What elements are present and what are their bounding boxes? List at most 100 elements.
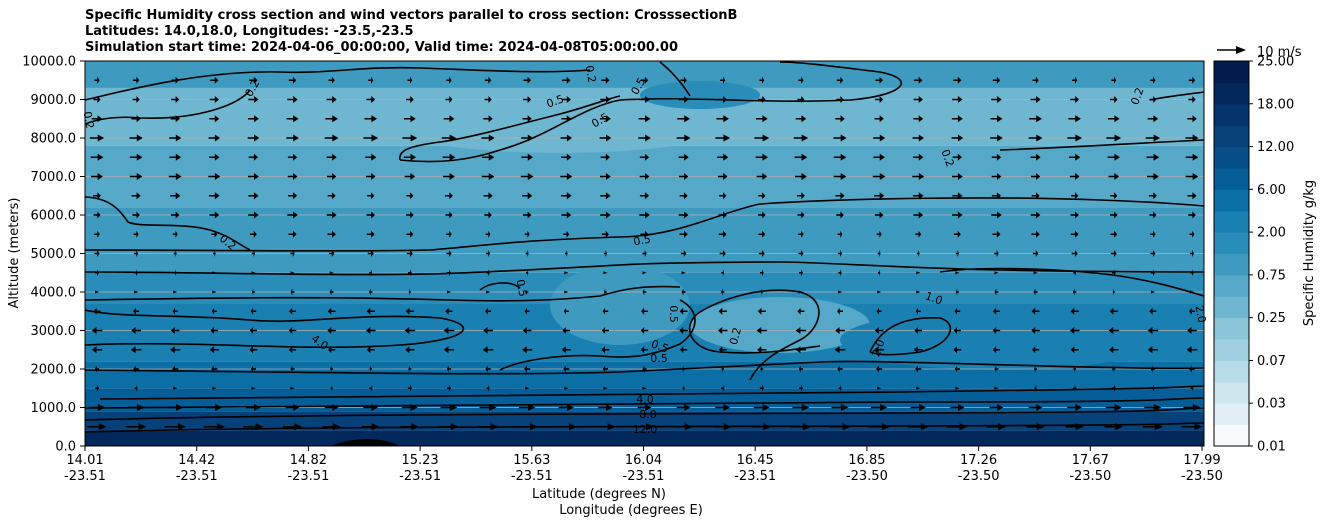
wind-arrow [642,288,647,296]
wind-arrow [721,384,725,392]
wind-arrow [249,327,257,334]
wind-arrow [1146,173,1159,180]
wind-arrow [361,423,380,431]
contour-label: 0.2 [727,326,744,346]
wind-arrow [1065,423,1084,431]
wind-arrow [797,307,805,315]
wind-arrow [717,173,728,180]
colorbar-tick-label: 18.00 [1257,97,1294,112]
colorbar-segment [1214,61,1249,83]
wind-arrow [485,307,492,315]
wind-arrow [836,76,844,84]
wind-arrow [132,96,140,103]
contour-line [479,282,521,291]
wind-key: 10 m/s [1217,45,1302,60]
wind-arrow [1150,250,1156,257]
wind-arrow [947,423,968,431]
wind-arrow [408,269,412,277]
x-tick-label-lat: 16.04 [625,453,662,468]
wind-arrow [486,290,491,294]
wind-arrow [249,76,258,84]
wind-arrow [125,423,147,431]
wind-arrow [638,115,651,123]
y-tick-label: 8000.0 [31,132,77,147]
wind-arrow [1109,346,1119,354]
wind-arrow [601,76,610,84]
wind-arrow [561,96,571,103]
wind-arrow [758,211,766,219]
wind-arrow [327,230,336,238]
wind-arrow [1183,404,1201,411]
contour-label: 4.0 [636,393,654,406]
wind-arrow [641,307,648,315]
wind-arrow [992,230,1001,238]
plot-area: 12.08.04.00.54.00.22.01.00.50.50.20.20.2… [81,60,1208,447]
wind-arrow [246,404,261,411]
wind-arrow [366,211,375,219]
wind-arrow [1189,307,1195,315]
wind-arrow [994,288,999,296]
wind-arrow [642,365,647,373]
wind-arrow [555,423,577,431]
wind-arrow [174,269,177,277]
wind-arrow [1028,404,1043,411]
wind-arrow [1147,346,1158,354]
wind-arrow [600,96,611,103]
wind-arrow [793,134,809,142]
wind-arrow [445,192,453,200]
wind-arrow [364,115,378,123]
wind-arrow [477,423,499,431]
wind-arrow [1033,288,1038,296]
wind-arrow [1151,384,1155,392]
wind-arrow [638,134,651,142]
wind-arrow [718,96,728,103]
wind-arrow [211,365,218,373]
wind-arrow [952,96,963,103]
wind-arrow [486,250,491,257]
wind-arrow [913,346,923,354]
wind-arrow [248,153,259,161]
wind-arrow [484,76,492,84]
wind-arrow [1070,96,1080,103]
wind-arrow [252,288,255,296]
colorbar-tick-label: 0.01 [1257,440,1286,455]
wind-arrow [247,115,259,123]
wind-arrow [1069,153,1081,161]
x-tick-label-lon: -23.51 [287,469,329,484]
wind-arrow [287,153,298,161]
contour-line [85,285,681,302]
wind-arrow [1073,384,1077,392]
colorbar-segment [1214,360,1249,383]
wind-arrow [366,96,376,103]
contour-label: 0.5 [667,305,680,323]
wind-arrow [561,211,572,219]
wind-arrow [330,365,334,373]
wind-arrow [674,423,693,431]
wind-arrow [481,173,495,180]
y-tick-label: 3000.0 [31,324,77,339]
wind-arrow [718,307,727,315]
wind-arrow [520,173,534,180]
wind-arrow [406,211,414,219]
wind-arrow [639,211,650,219]
wind-arrow [563,307,569,315]
wind-arrow [441,134,457,142]
wind-arrow [1104,423,1124,431]
wind-arrow [954,307,961,315]
wind-arrow [756,327,768,334]
wind-arrow [211,230,218,238]
wind-arrow [719,250,726,257]
wind-arrow [524,307,530,315]
wind-arrow [1144,404,1162,411]
wind-arrow [1029,115,1042,123]
wind-arrow [524,230,530,238]
wind-arrow [603,271,608,275]
wind-arrow [129,134,143,142]
wind-arrow [212,290,217,294]
wind-arrow [758,192,766,200]
wind-arrow [794,153,808,161]
wind-arrow [366,346,375,354]
wind-arrow [446,230,452,238]
wind-arrow [715,404,731,411]
wind-arrow [1034,384,1037,392]
